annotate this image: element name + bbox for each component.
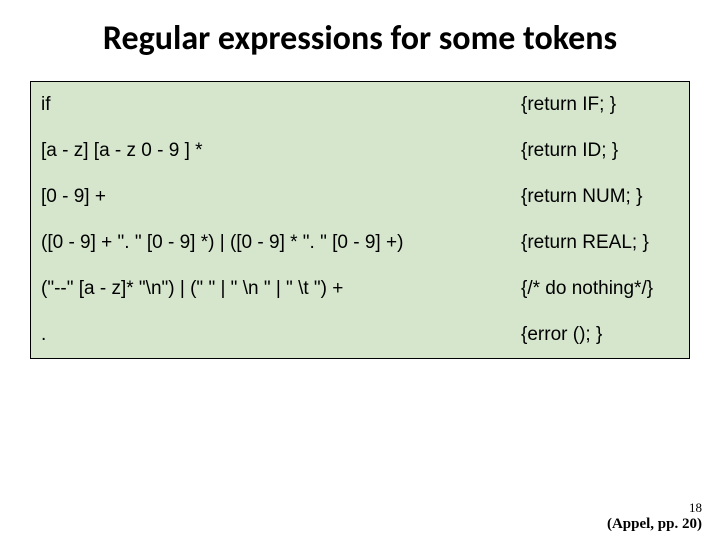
token-table: if {return IF; } [a - z] [a - z 0 - 9 ] …	[30, 81, 690, 359]
footer: 18 (Appel, pp. 20)	[607, 501, 702, 532]
table-row: if {return IF; }	[31, 82, 689, 128]
action-cell: {/* do nothing*/}	[511, 266, 689, 312]
action-cell: {return NUM; }	[511, 174, 689, 220]
citation: (Appel, pp. 20)	[607, 516, 702, 533]
pattern-cell: if	[31, 82, 511, 128]
pattern-cell: ([0 - 9] + ". " [0 - 9] *) | ([0 - 9] * …	[31, 220, 511, 266]
table-row: ("--" [a - z]* "\n") | (" " | " \n " | "…	[31, 266, 689, 312]
action-cell: {error (); }	[511, 312, 689, 358]
action-cell: {return REAL; }	[511, 220, 689, 266]
pattern-cell: .	[31, 312, 511, 358]
action-cell: {return IF; }	[511, 82, 689, 128]
table-row: [a - z] [a - z 0 - 9 ] * {return ID; }	[31, 128, 689, 174]
page-number: 18	[607, 501, 702, 515]
pattern-cell: [a - z] [a - z 0 - 9 ] *	[31, 128, 511, 174]
table-row: [0 - 9] + {return NUM; }	[31, 174, 689, 220]
pattern-cell: [0 - 9] +	[31, 174, 511, 220]
table-row: . {error (); }	[31, 312, 689, 358]
token-table-body: if {return IF; } [a - z] [a - z 0 - 9 ] …	[31, 82, 689, 358]
pattern-cell: ("--" [a - z]* "\n") | (" " | " \n " | "…	[31, 266, 511, 312]
action-cell: {return ID; }	[511, 128, 689, 174]
page-title: Regular expressions for some tokens	[30, 18, 690, 59]
table-row: ([0 - 9] + ". " [0 - 9] *) | ([0 - 9] * …	[31, 220, 689, 266]
